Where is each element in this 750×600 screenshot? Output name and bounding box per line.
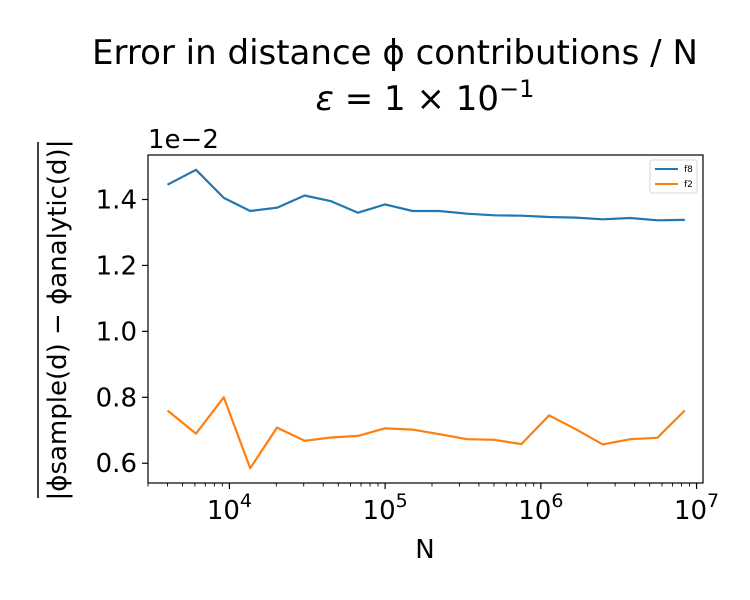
series-line-f8 [166,168,685,222]
y-tick-label: 0.8 [96,383,137,413]
x-tick-exponent: 6 [551,490,563,512]
chart-subtitle: ε = 1 × 10−1 [316,75,535,119]
legend-label-f8: f8 [684,165,693,175]
epsilon-symbol: ε [316,79,334,119]
x-tick-exponent: 4 [240,490,252,512]
subtitle-value: = 1 × 10 [334,79,499,119]
x-tick-base: 10 [518,496,551,526]
x-tick-label: 105 [363,490,408,526]
x-tick-exponent: 5 [396,490,408,512]
y-tick-label: 1.0 [96,317,137,347]
x-axis-label: N [415,535,434,565]
chart-title: Error in distance ϕ contributions / N [92,33,698,73]
x-tick-label: 106 [518,490,563,526]
legend-label-f2: f2 [684,180,693,190]
y-axis-label: |ϕsample(d) − ϕanalytic(d)| [43,140,73,501]
subtitle-exponent: −1 [499,75,534,103]
series-line-f2 [166,396,686,470]
x-tick-base: 10 [207,496,240,526]
y-tick-label: 1.4 [96,186,137,216]
series-layer [166,168,686,470]
plot-frame [147,154,704,484]
x-tick-exponent: 7 [707,490,719,512]
x-tick-base: 10 [674,496,707,526]
x-tick-label: 107 [674,490,719,526]
y-tick-label: 1.2 [96,251,137,281]
legend: f8 f2 [649,159,698,194]
y-tick-label: 0.6 [96,449,137,479]
x-tick-label: 104 [207,490,252,526]
x-tick-base: 10 [363,496,396,526]
y-offset-label: 1e−2 [148,125,219,155]
